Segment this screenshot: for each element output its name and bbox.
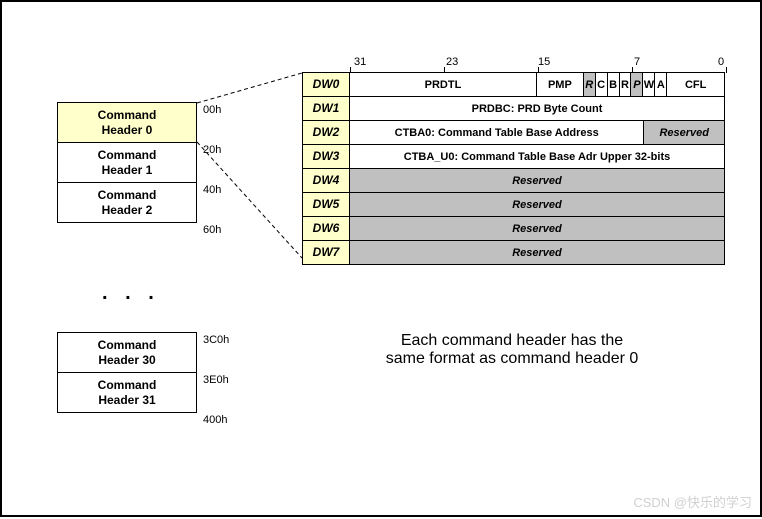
dw-label: DW2 [302, 120, 350, 145]
field-segment: Reserved [350, 193, 724, 216]
dw-row: DW1PRDBC: PRD Byte Count [302, 97, 725, 121]
dw-row: DW3CTBA_U0: Command Table Base Adr Upper… [302, 145, 725, 169]
offset-label: 3C0h [203, 334, 229, 346]
bit-label: 31 [354, 56, 366, 68]
field-segment: C [596, 73, 608, 96]
field-segment: P [631, 73, 643, 96]
field-segment: W [643, 73, 655, 96]
command-header-cell: CommandHeader 0 [57, 102, 197, 143]
dw-row: DW7Reserved [302, 241, 725, 265]
dw-body: PRDBC: PRD Byte Count [349, 96, 725, 121]
field-segment: Reserved [350, 241, 724, 264]
dw-body: Reserved [349, 168, 725, 193]
bit-label: 23 [446, 56, 458, 68]
hdr-line2: Header 30 [58, 353, 196, 367]
bit-label: 7 [634, 56, 640, 68]
command-header-cell: CommandHeader 30 [57, 332, 197, 373]
field-segment: Reserved [350, 169, 724, 192]
watermark: CSDN @快乐的学习 [633, 492, 752, 511]
hdr-line2: Header 1 [58, 163, 196, 177]
offset-label: 00h [203, 104, 221, 116]
dw-body: Reserved [349, 192, 725, 217]
field-segment: R [620, 73, 632, 96]
hdr-line1: Command [58, 148, 196, 162]
dw-label: DW7 [302, 240, 350, 265]
command-header-cell: CommandHeader 1 [57, 142, 197, 183]
command-header-cell: CommandHeader 31 [57, 372, 197, 413]
caption-line2: same format as command header 0 [386, 350, 639, 367]
diagram-frame: 31231570 DW0PRDTLPMPRCBRPWACFLDW1PRDBC: … [0, 0, 762, 517]
dw-label: DW6 [302, 216, 350, 241]
field-segment: Reserved [350, 217, 724, 240]
field-segment: Reserved [644, 121, 724, 144]
field-segment: R [584, 73, 596, 96]
dw-label: DW0 [302, 72, 350, 97]
dw-body: CTBA_U0: Command Table Base Adr Upper 32… [349, 144, 725, 169]
command-header-cell: CommandHeader 2 [57, 182, 197, 223]
dw-row: DW2CTBA0: Command Table Base AddressRese… [302, 121, 725, 145]
dw-body: CTBA0: Command Table Base AddressReserve… [349, 120, 725, 145]
field-segment: PRDBC: PRD Byte Count [350, 97, 724, 120]
dw-label: DW1 [302, 96, 350, 121]
dw-body: PRDTLPMPRCBRPWACFL [349, 72, 725, 97]
dw-body: Reserved [349, 240, 725, 265]
offset-label: 40h [203, 184, 221, 196]
dw-row: DW5Reserved [302, 193, 725, 217]
caption-line1: Each command header has the [401, 332, 623, 349]
hdr-line1: Command [58, 188, 196, 202]
field-segment: PRDTL [350, 73, 537, 96]
dw-body: Reserved [349, 216, 725, 241]
hdr-line2: Header 2 [58, 203, 196, 217]
field-segment: PMP [537, 73, 584, 96]
hdr-line2: Header 31 [58, 393, 196, 407]
ellipsis: . . . [102, 282, 160, 305]
dw-label: DW5 [302, 192, 350, 217]
offset-label: 60h [203, 224, 221, 236]
offset-label: 20h [203, 144, 221, 156]
offset-label: 3E0h [203, 374, 229, 386]
field-segment: B [608, 73, 620, 96]
hdr-line1: Command [58, 378, 196, 392]
bit-tick [726, 67, 727, 73]
dw-label: DW4 [302, 168, 350, 193]
offset-label: 400h [203, 414, 227, 426]
hdr-line2: Header 0 [58, 123, 196, 137]
dw-row: DW0PRDTLPMPRCBRPWACFL [302, 73, 725, 97]
hdr-line1: Command [58, 108, 196, 122]
field-segment: CTBA_U0: Command Table Base Adr Upper 32… [350, 145, 724, 168]
field-segment: CTBA0: Command Table Base Address [350, 121, 644, 144]
caption: Each command header has the same format … [322, 332, 702, 368]
dw-row: DW4Reserved [302, 169, 725, 193]
hdr-line1: Command [58, 338, 196, 352]
bit-label: 0 [718, 56, 724, 68]
field-segment: CFL [667, 73, 724, 96]
field-segment: A [655, 73, 667, 96]
dw-label: DW3 [302, 144, 350, 169]
bit-label: 15 [538, 56, 550, 68]
dw-table: DW0PRDTLPMPRCBRPWACFLDW1PRDBC: PRD Byte … [302, 73, 725, 265]
dw-row: DW6Reserved [302, 217, 725, 241]
